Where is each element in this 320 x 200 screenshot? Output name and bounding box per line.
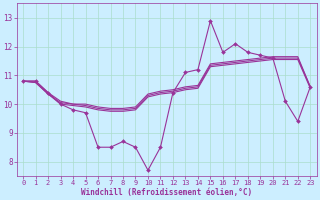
X-axis label: Windchill (Refroidissement éolien,°C): Windchill (Refroidissement éolien,°C) — [81, 188, 252, 197]
